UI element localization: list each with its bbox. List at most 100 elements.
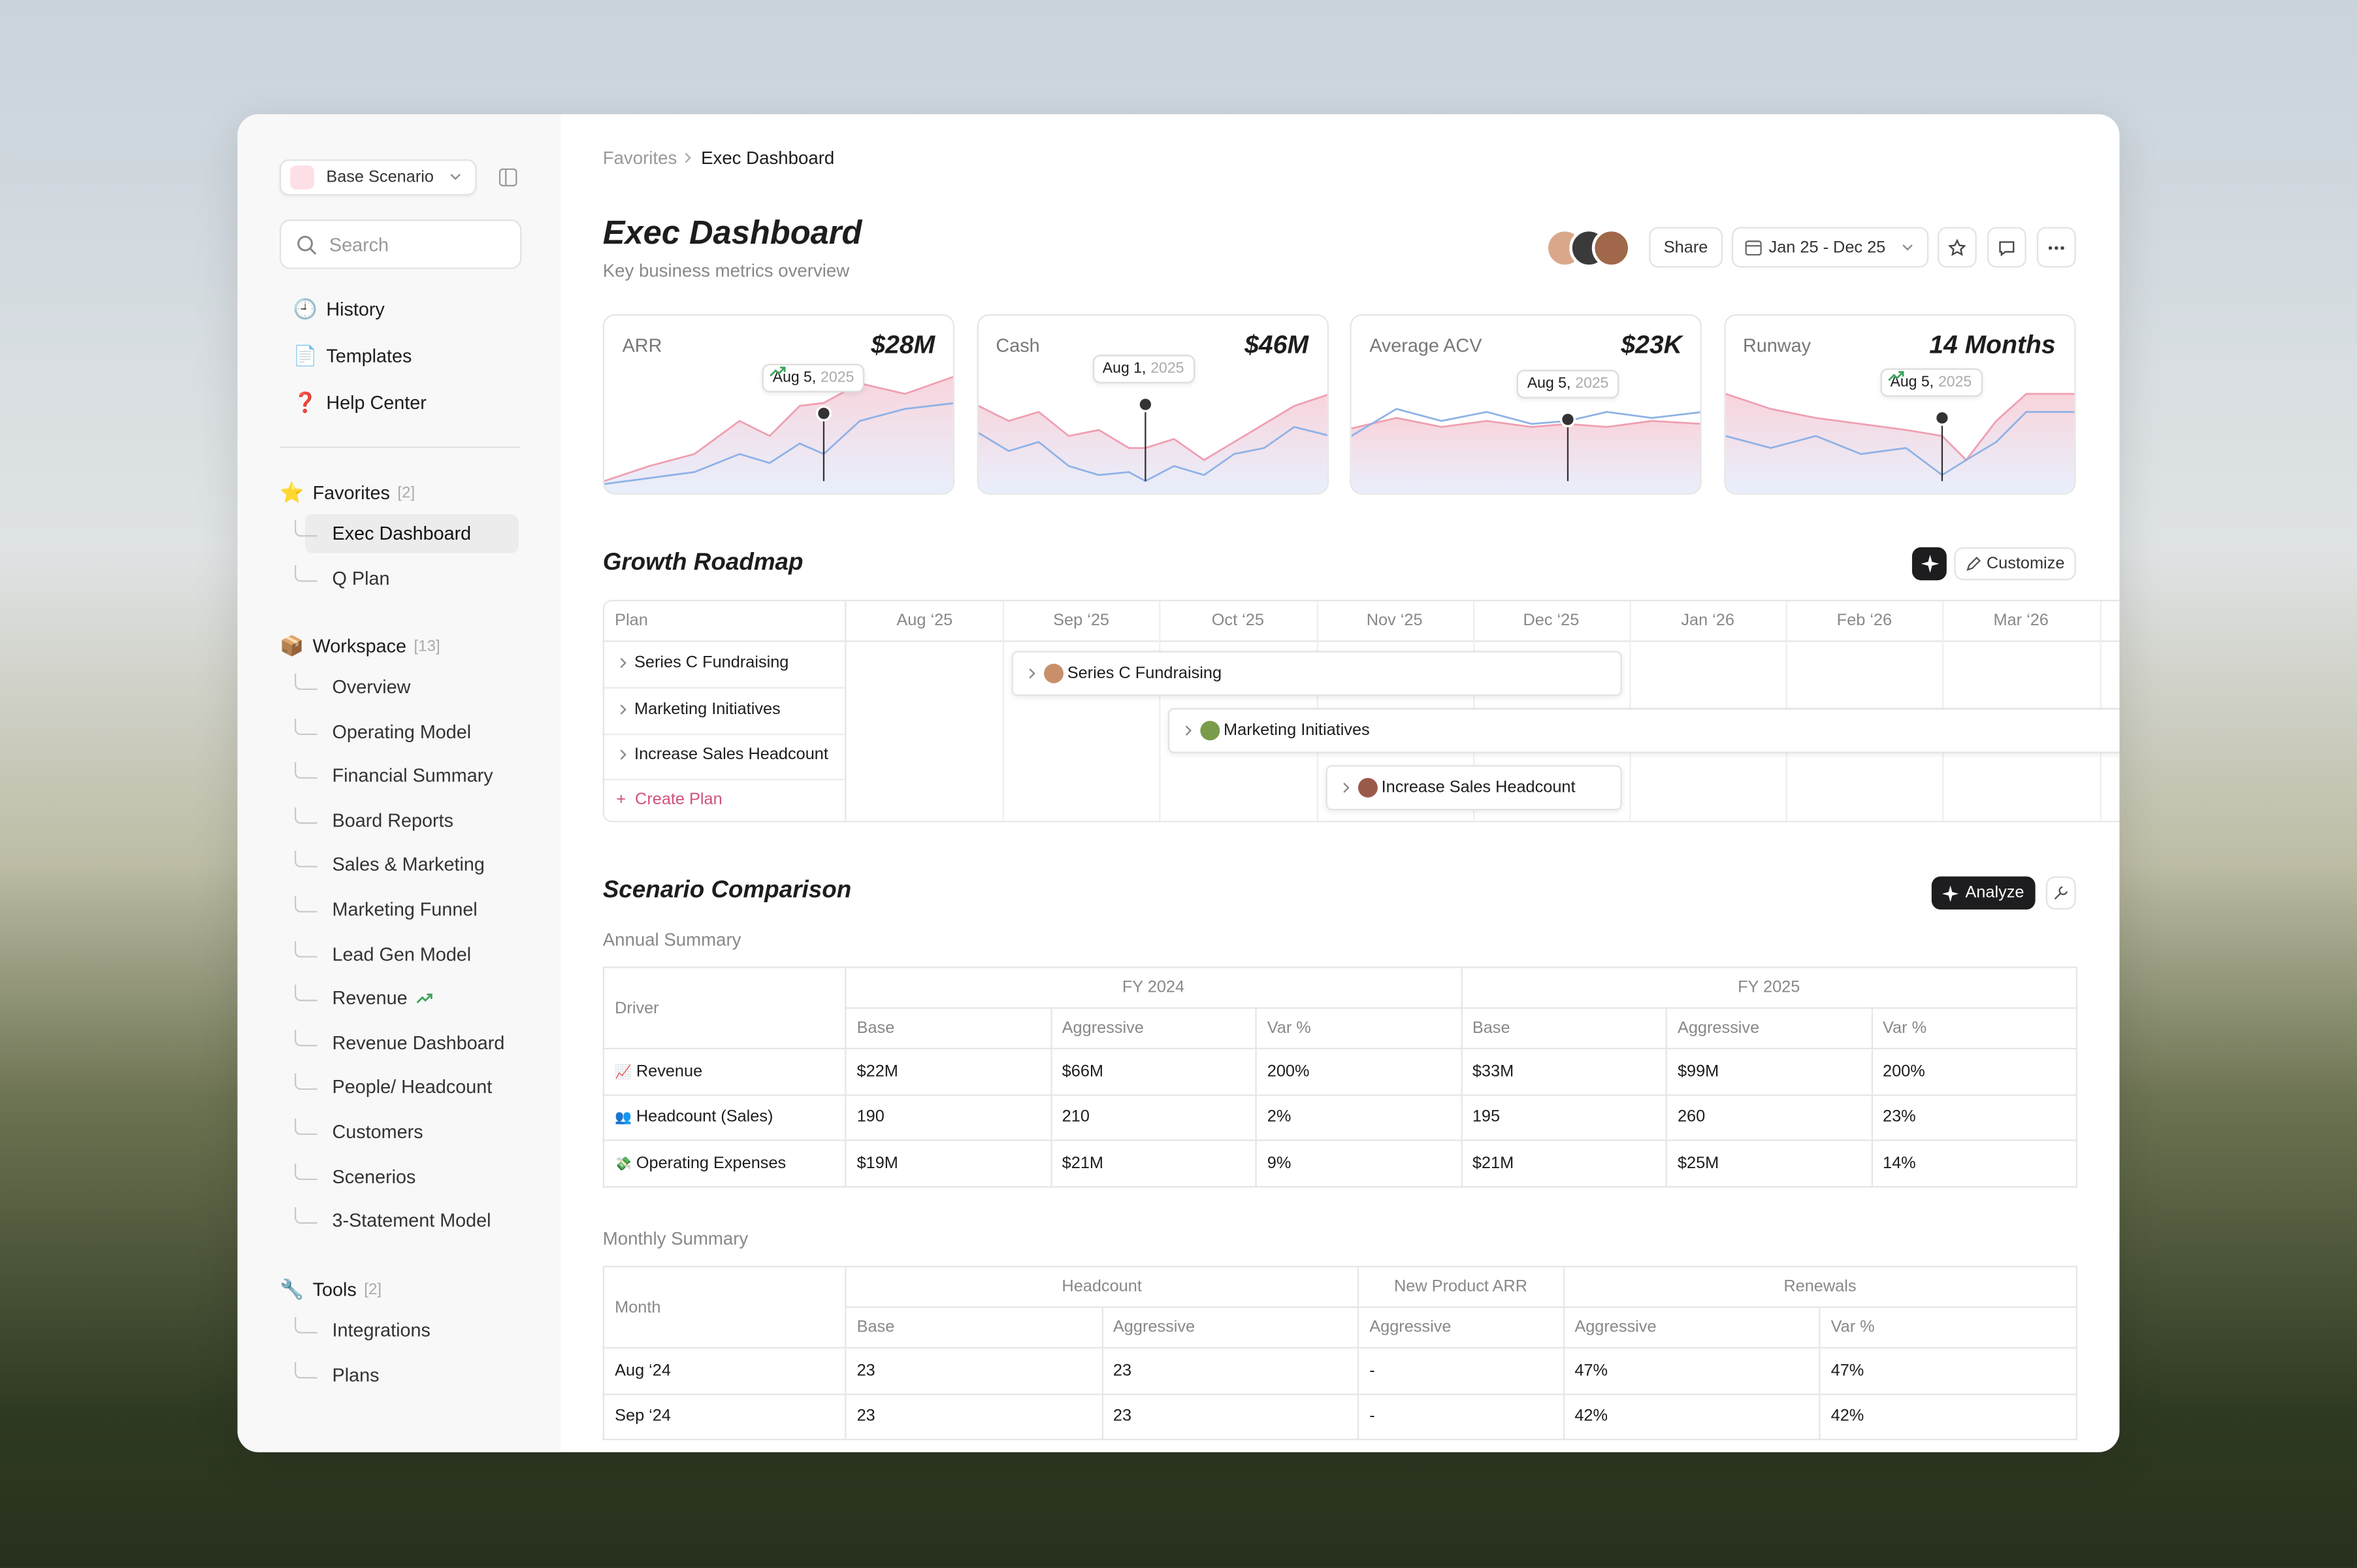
value-cell: 200% [1255, 1047, 1462, 1096]
month-column-line [1159, 601, 1162, 821]
subheader-cell: Var % [1870, 1007, 2078, 1050]
owner-avatar [1044, 663, 1064, 683]
nav-item[interactable]: Overview [333, 669, 411, 705]
section-header[interactable]: ⭐ Favorites [2] [280, 476, 415, 510]
nav-item[interactable]: Scenerios [333, 1158, 416, 1194]
sparkline-pink [604, 376, 953, 482]
row-label-cell: 📈 Revenue [602, 1047, 847, 1096]
tooltip-year: 2025 [1938, 374, 1972, 391]
annual-table-wrap: Driver FY 2024 FY 2025 Base Aggressive Var % B… [602, 966, 2078, 1187]
value-cell: 47% [1819, 1347, 2078, 1395]
nav-item-label: People/ Headcount [332, 1077, 493, 1098]
kpi-label: Average ACV [1369, 335, 1482, 357]
nav-item[interactable]: Sales & Marketing [333, 847, 485, 883]
chevron [1343, 783, 1350, 793]
nav-item[interactable]: Marketing Funnel [333, 892, 478, 928]
nav-link[interactable]: 🕘 History [293, 293, 385, 327]
value-cell: 210 [1050, 1094, 1257, 1141]
nav-item[interactable]: Lead Gen Model [333, 936, 472, 972]
plan-row[interactable]: Marketing Initiatives [616, 700, 781, 718]
nav-item[interactable]: People/ Headcount [333, 1070, 493, 1105]
subheader-cell: Aggressive [1562, 1306, 1821, 1349]
row-label: Operating Expenses [636, 1154, 787, 1173]
nav-link[interactable]: ❓ Help Center [293, 386, 427, 419]
kpi-card[interactable]: Cash $46M Aug 1, 2025 [976, 314, 1328, 495]
timeline-bar[interactable]: Series C Fundraising [1011, 651, 1622, 696]
search-placeholder: Search [329, 233, 389, 255]
date-range[interactable]: Jan 25 - Dec 25 [1731, 227, 1929, 268]
nav-label: Help Center [326, 392, 427, 414]
breadcrumb-item[interactable]: Favorites [602, 147, 677, 169]
header-row-line [604, 640, 2120, 642]
value-cell: $66M [1050, 1047, 1257, 1096]
value-cell: 190 [845, 1094, 1052, 1141]
nav-item[interactable]: Customers [333, 1114, 423, 1150]
breadcrumb-item: Exec Dashboard [701, 147, 835, 169]
comment-button[interactable] [1987, 227, 2026, 268]
chevron [1903, 244, 1913, 250]
nav-item[interactable]: Plans [333, 1357, 380, 1393]
section-header[interactable]: 🔧 Tools [2] [280, 1273, 382, 1307]
analyze-button[interactable]: Analyze [1931, 876, 2036, 910]
panel-toggle[interactable] [498, 168, 517, 187]
timeline-bar[interactable]: Marketing Initiatives [1167, 708, 2120, 753]
kpi-card[interactable]: Average ACV $23K Aug 5, 2025 [1350, 314, 1702, 495]
section-header[interactable]: 📦 Workspace [13] [280, 630, 440, 663]
nav-item[interactable]: Revenue [333, 981, 433, 1017]
tree-connector [294, 1118, 317, 1135]
search-icon [297, 235, 317, 254]
tooltip: Aug 5, 2025 [1879, 368, 1983, 397]
row-label-cell: 💸 Operating Expenses [602, 1139, 847, 1187]
tooltip-date: Aug 5, [1527, 376, 1571, 393]
sparkline-blue [604, 402, 953, 485]
owner-avatar [1357, 777, 1378, 798]
plan-row[interactable]: Series C Fundraising [616, 654, 788, 672]
month-label: Feb ‘26 [1836, 612, 1893, 630]
ai-button[interactable] [1911, 547, 1947, 581]
subheader-cell: Aggressive [1665, 1007, 1872, 1050]
nav-item[interactable]: Q Plan [333, 560, 390, 596]
nav-item-label: Sales & Marketing [332, 854, 485, 876]
chevron [620, 658, 626, 668]
tool-button[interactable] [2045, 876, 2076, 910]
tree-connector [294, 1207, 317, 1224]
nav-item[interactable]: Operating Model [333, 713, 472, 749]
more-button[interactable] [2036, 227, 2076, 268]
chevron-path [1029, 668, 1035, 679]
plan-name: Series C Fundraising [634, 653, 789, 672]
customize-button[interactable]: Customize [1954, 547, 2076, 581]
plan-row-line [604, 732, 845, 735]
nav-item[interactable]: Financial Summary [333, 758, 493, 794]
kpi-card[interactable]: Runway 14 Months Aug 5, 2025 [1723, 314, 2075, 495]
nav-item[interactable]: Integrations [333, 1313, 431, 1348]
chevron-path [1185, 725, 1192, 736]
trend-line [770, 367, 786, 377]
tree-connector [294, 520, 317, 537]
tooltip: Aug 5, 2025 [762, 363, 865, 393]
plan-name: Increase Sales Headcount [634, 745, 828, 764]
create-plan[interactable]: + Create Plan [616, 791, 722, 809]
star-button[interactable] [1938, 227, 1977, 268]
wrench-icon [2054, 886, 2068, 900]
group-header: FY 2025 [1460, 966, 2078, 1009]
timeline-bar[interactable]: Increase Sales Headcount [1325, 765, 1622, 811]
scenario-icon [290, 165, 314, 189]
scenario-selector[interactable]: Base Scenario [279, 159, 477, 196]
avatar-circle [1044, 663, 1064, 683]
share-button[interactable]: Share [1649, 227, 1723, 268]
nav-item[interactable]: 3-Statement Model [333, 1203, 491, 1239]
nav-link[interactable]: 📄 Templates [293, 340, 412, 373]
month-column-line [1003, 601, 1005, 821]
month-label: Nov ‘25 [1366, 612, 1423, 630]
sparkline [604, 376, 953, 493]
nav-item[interactable]: Revenue Dashboard [333, 1025, 505, 1061]
search-box[interactable]: Search [279, 219, 522, 269]
nav-item[interactable]: Exec Dashboard [333, 515, 472, 551]
sparkline-pink [1351, 417, 1700, 430]
pin-dot [1933, 410, 1949, 426]
section-icon: 📦 [279, 634, 304, 657]
kpi-card[interactable]: ARR $28M Aug 5, 2025 [602, 314, 955, 495]
plan-row[interactable]: Increase Sales Headcount [616, 745, 828, 764]
nav-item[interactable]: Board Reports [333, 802, 453, 838]
header-cell: Driver [602, 966, 847, 1050]
